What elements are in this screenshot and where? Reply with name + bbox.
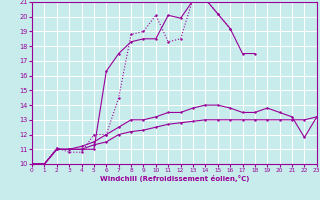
X-axis label: Windchill (Refroidissement éolien,°C): Windchill (Refroidissement éolien,°C) — [100, 175, 249, 182]
